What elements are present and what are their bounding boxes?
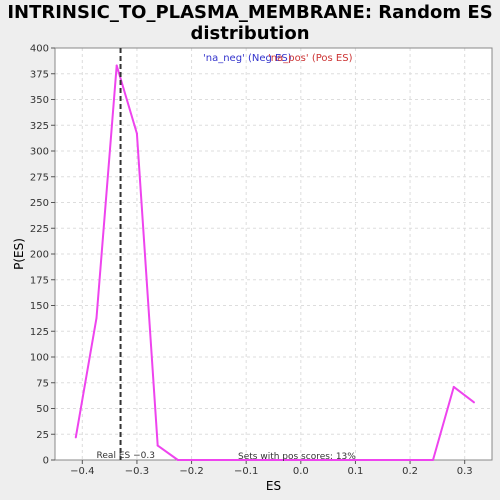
x-axis-label: ES (266, 479, 281, 493)
x-tick-label: 0.2 (402, 466, 418, 477)
data-point (472, 401, 475, 404)
y-tick-label: 25 (36, 430, 49, 441)
y-tick-label: 300 (30, 147, 49, 158)
data-point (74, 436, 77, 439)
y-tick-label: 275 (30, 172, 49, 183)
legend-neg-label: 'na_neg' (Neg ES) (203, 53, 292, 64)
data-point (156, 444, 159, 447)
data-point (176, 459, 179, 461)
y-tick-label: 200 (30, 250, 49, 261)
data-point (299, 459, 302, 461)
x-tick-label: −0.3 (125, 466, 149, 477)
legend-pos-label: 'na_pos' (Pos ES) (268, 53, 353, 64)
x-tick-label: −0.2 (179, 466, 203, 477)
y-tick-label: 225 (30, 224, 49, 235)
y-tick-label: 125 (30, 327, 49, 338)
x-tick-label: −0.4 (70, 466, 94, 477)
data-point (95, 316, 98, 319)
data-point (258, 459, 261, 461)
y-tick-label: 250 (30, 198, 49, 209)
data-point (354, 459, 357, 461)
data-point (452, 385, 455, 388)
tick-labels: −0.4 −0.3 −0.2 −0.1 0.0 0.1 0.2 0.3 0 25 50 75 100 12… (30, 44, 473, 478)
y-tick-label: 350 (30, 95, 49, 106)
x-tick-label: 0.3 (457, 466, 473, 477)
real-es-annotation: Real ES −0.3 (97, 451, 155, 461)
data-point (115, 64, 118, 67)
y-tick-label: 400 (30, 44, 49, 55)
data-point (135, 132, 138, 135)
x-tick-label: 0.1 (347, 466, 363, 477)
chart-title: INTRINSIC_TO_PLASMA_MEMBRANE: Random ES … (7, 2, 493, 44)
x-tick-label: 0.0 (293, 466, 309, 477)
y-tick-label: 50 (36, 404, 49, 415)
y-tick-label: 0 (43, 456, 49, 467)
y-tick-label: 175 (30, 275, 49, 286)
y-axis-label: P(ES) (12, 238, 26, 270)
grid-lines (55, 47, 492, 461)
data-point (432, 459, 435, 461)
data-point (217, 459, 220, 461)
y-tick-label: 375 (30, 69, 49, 80)
y-tick-label: 100 (30, 353, 49, 364)
y-tick-label: 325 (30, 121, 49, 132)
pos-scores-annotation: Sets with pos scores: 13% (238, 452, 356, 462)
x-tick-label: −0.1 (234, 466, 258, 477)
data-point (409, 459, 412, 461)
y-tick-label: 150 (30, 301, 49, 312)
y-tick-label: 75 (36, 378, 49, 389)
